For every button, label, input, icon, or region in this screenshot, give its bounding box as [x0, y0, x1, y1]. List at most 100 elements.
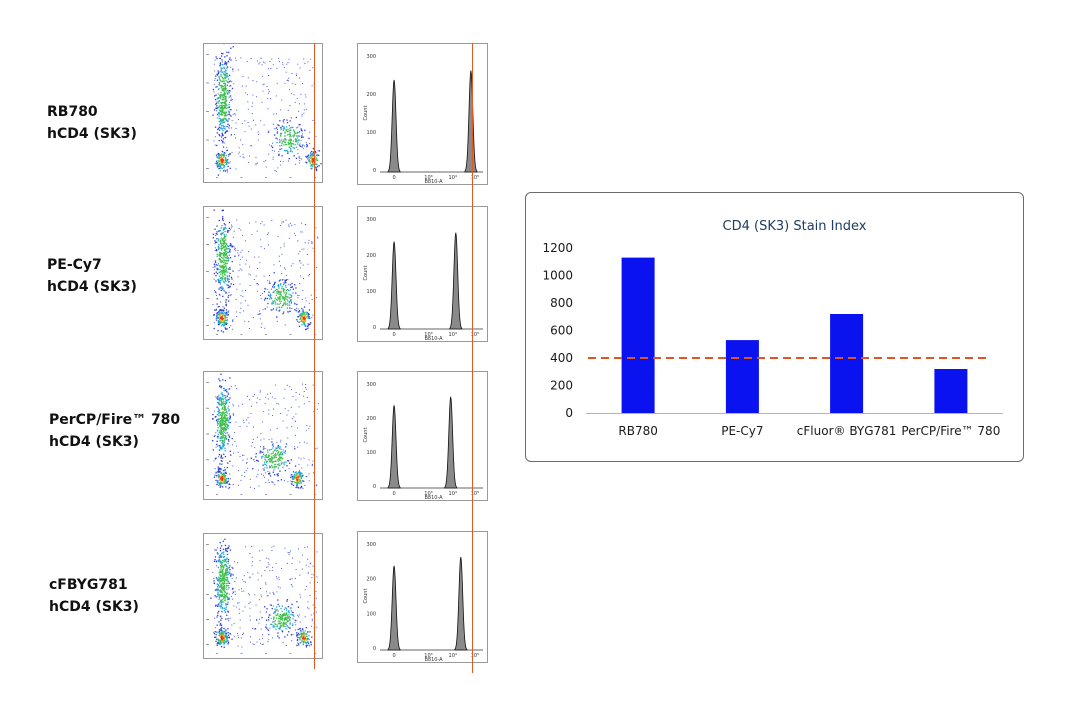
- negative-peak: [387, 405, 401, 489]
- histogram-x-tick: 10³: [424, 491, 432, 497]
- histogram-x-tick: 10⁵: [471, 175, 479, 181]
- histogram-svg: 300 200 100 0 0 10³ 10⁴ 10⁵ Count B810-A: [363, 382, 483, 500]
- x-tick-label: RB780: [618, 424, 657, 438]
- row-label-fluor: cFBYG781: [49, 577, 128, 593]
- histogram-x-tick: 0: [393, 175, 396, 181]
- row-label-4: cFBYG781 hCD4 (SK3): [49, 574, 139, 618]
- histogram-svg: 300 200 100 0 0 10³ 10⁴ 10⁵ Count B810-A: [363, 54, 483, 184]
- dot-plot-4: [203, 533, 323, 659]
- histogram-y-tick: 0: [373, 646, 376, 652]
- histogram-4: 300 200 100 0 0 10³ 10⁴ 10⁵ Count B810-A: [357, 531, 488, 663]
- y-tick-label: 200: [550, 379, 573, 393]
- y-tick-label: 600: [550, 324, 573, 338]
- y-tick-label: 800: [550, 296, 573, 310]
- histogram-y-tick: 200: [366, 577, 376, 583]
- row-label-antibody: hCD4 (SK3): [47, 279, 137, 295]
- histogram-1: 300 200 100 0 0 10³ 10⁴ 10⁵ Count B810-A: [357, 43, 488, 185]
- negative-peak: [387, 565, 401, 651]
- dot-plot-1: [203, 43, 323, 183]
- chart-title: CD4 (SK3) Stain Index: [723, 219, 867, 234]
- row-label-1: RB780 hCD4 (SK3): [47, 101, 137, 145]
- histogram-x-tick: 10³: [424, 175, 432, 181]
- histogram-y-tick: 100: [366, 289, 376, 295]
- histogram-axis: 300 200 100 0 0 10³ 10⁴ 10⁵ Count B810-A: [363, 217, 483, 341]
- row-label-antibody: hCD4 (SK3): [49, 599, 139, 615]
- histogram-y-label: Count: [363, 589, 369, 604]
- row-label-fluor: RB780: [47, 104, 98, 120]
- histogram-y-tick: 200: [366, 92, 376, 98]
- dot-plot-events: [212, 373, 319, 490]
- histogram-y-tick: 200: [366, 416, 376, 422]
- row-label-antibody: hCD4 (SK3): [49, 434, 139, 450]
- histogram-x-tick: 10³: [424, 332, 432, 338]
- histogram-y-label: Count: [363, 266, 369, 281]
- dot-plot-events: [212, 209, 319, 333]
- dot-plot-svg: [206, 44, 322, 178]
- y-tick-label: 1000: [542, 269, 573, 283]
- histogram-x-label: B810-A: [424, 657, 443, 662]
- dot-plot-svg: [206, 209, 319, 335]
- histogram-y-tick: 0: [373, 325, 376, 331]
- histogram-y-label: Count: [363, 428, 369, 443]
- positive-peak: [454, 557, 468, 651]
- histogram-y-tick: 0: [373, 168, 376, 174]
- bar: [830, 314, 864, 413]
- histogram-y-tick: 300: [366, 382, 376, 388]
- dot-plot-3: [203, 371, 323, 500]
- positive-peak: [464, 70, 478, 173]
- histogram-x-tick: 10⁵: [471, 332, 479, 338]
- histogram-3: 300 200 100 0 0 10³ 10⁴ 10⁵ Count B810-A: [357, 371, 488, 501]
- histogram-y-tick: 100: [366, 450, 376, 456]
- gate-line-dotplots: [314, 43, 316, 669]
- histogram-x-tick: 10⁵: [471, 653, 479, 659]
- histogram-x-label: B810-A: [424, 495, 443, 500]
- histogram-x-tick: 10⁴: [449, 332, 457, 338]
- histogram-y-tick: 100: [366, 611, 376, 617]
- positive-peak: [449, 232, 463, 330]
- dot-plot-events: [210, 538, 319, 648]
- row-label-3: PerCP/Fire™ 780 hCD4 (SK3): [49, 409, 180, 453]
- histogram-y-tick: 300: [366, 54, 376, 60]
- histogram-svg: 300 200 100 0 0 10³ 10⁴ 10⁵ Count B810-A: [363, 217, 483, 341]
- histogram-x-tick: 10⁴: [449, 175, 457, 181]
- row-label-antibody: hCD4 (SK3): [47, 126, 137, 142]
- dot-plot-svg: [206, 538, 319, 654]
- negative-peak: [387, 241, 401, 330]
- histogram-axis: 300 200 100 0 0 10³ 10⁴ 10⁵ Count B810-A: [363, 54, 483, 184]
- stain-index-chart: CD4 (SK3) Stain Index 0 200 400 600 800 1000 12…: [525, 192, 1024, 462]
- histogram-y-tick: 100: [366, 130, 376, 136]
- histogram-2: 300 200 100 0 0 10³ 10⁴ 10⁵ Count B810-A: [357, 206, 488, 342]
- dot-plot-2: [203, 206, 323, 340]
- negative-peak: [387, 79, 401, 173]
- histogram-x-tick: 0: [393, 653, 396, 659]
- histogram-y-tick: 300: [366, 217, 376, 223]
- histogram-x-tick: 10⁴: [449, 491, 457, 497]
- bar: [725, 340, 759, 413]
- bar: [621, 257, 655, 413]
- histogram-x-label: B810-A: [424, 179, 443, 184]
- histogram-y-tick: 300: [366, 542, 376, 548]
- x-tick-label: cFluor® BYG781: [797, 424, 897, 438]
- histogram-y-label: Count: [363, 106, 369, 121]
- histogram-y-tick: 0: [373, 484, 376, 490]
- gate-line-histograms: [472, 43, 474, 673]
- dot-plot-svg: [206, 373, 319, 495]
- x-tick-label: PE-Cy7: [721, 424, 763, 438]
- histogram-x-tick: 10⁴: [449, 653, 457, 659]
- positive-peak: [444, 396, 458, 489]
- y-tick-label: 0: [565, 406, 573, 420]
- histogram-x-tick: 0: [393, 491, 396, 497]
- bar: [934, 369, 968, 413]
- row-label-fluor: PerCP/Fire™ 780: [49, 412, 181, 428]
- histogram-x-tick: 0: [393, 332, 396, 338]
- histogram-y-tick: 200: [366, 253, 376, 259]
- histogram-x-tick: 10⁵: [471, 491, 479, 497]
- stain-index-chart-svg: CD4 (SK3) Stain Index 0 200 400 600 800 1000 12…: [542, 219, 1003, 438]
- histogram-svg: 300 200 100 0 0 10³ 10⁴ 10⁵ Count B810-A: [363, 542, 483, 662]
- y-tick-label: 400: [550, 351, 573, 365]
- histogram-x-tick: 10³: [424, 653, 432, 659]
- dot-plot-events: [212, 44, 322, 176]
- histogram-axis: 300 200 100 0 0 10³ 10⁴ 10⁵ Count B810-A: [363, 382, 483, 500]
- row-label-2: PE-Cy7 hCD4 (SK3): [47, 254, 137, 298]
- histogram-x-label: B810-A: [424, 336, 443, 341]
